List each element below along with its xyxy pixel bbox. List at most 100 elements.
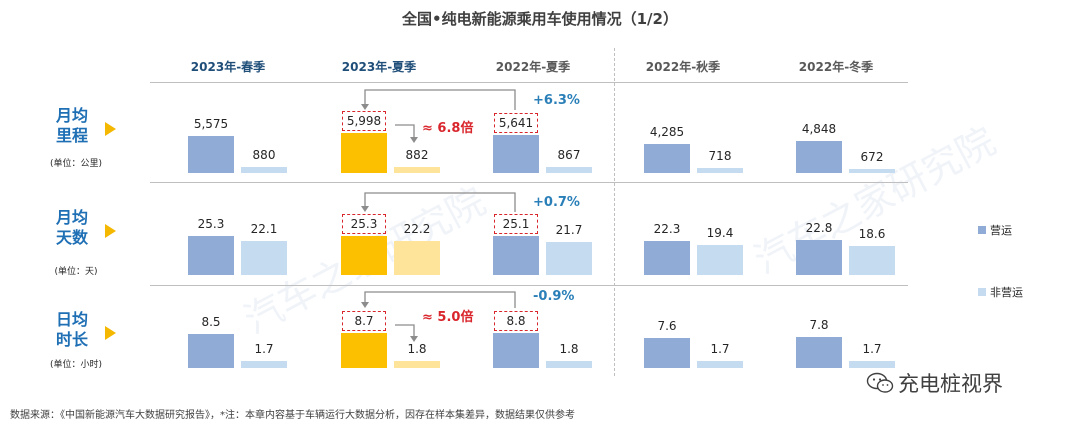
- data-label-mileage-operating-4: 4,848: [801, 122, 837, 136]
- data-label-hours-non-operating-1: 1.8: [407, 342, 427, 356]
- bar-mileage-non-operating-2: [546, 167, 592, 173]
- bar-hours-operating-1: [341, 333, 387, 368]
- bar-hours-non-operating-0: [241, 361, 287, 368]
- row-unit-hours: (单位：小时): [49, 360, 103, 370]
- data-label-mileage-operating-2: 5,641: [498, 116, 534, 130]
- arrowhead-days-yoy-icon: [361, 206, 369, 212]
- arrowhead-hours-yoy-icon: [361, 302, 369, 308]
- bar-mileage-operating-1: [341, 133, 387, 173]
- arrowhead-mileage-yoy-icon: [361, 104, 369, 110]
- data-label-days-operating-3: 22.3: [653, 222, 681, 236]
- data-label-hours-non-operating-2: 1.8: [559, 342, 579, 356]
- legend-item-non-operating: 非营运: [978, 284, 1023, 300]
- data-label-days-non-operating-2: 21.7: [555, 223, 583, 237]
- data-label-days-non-operating-0: 22.1: [250, 222, 278, 236]
- data-label-mileage-operating-0: 5,575: [193, 117, 229, 131]
- arrowhead-mileage-ratio-icon: [410, 137, 418, 143]
- legend-swatch-non-operating: [978, 288, 986, 296]
- bar-mileage-operating-4: [796, 141, 842, 173]
- highlight-box-days-2: [494, 214, 538, 234]
- arrow-days-yoy: [364, 192, 516, 212]
- bar-hours-operating-2: [493, 333, 539, 368]
- annotation-mileage-growth: +6.3%: [533, 93, 580, 108]
- annotation-mileage-ratio: ≈ 6.8倍: [422, 121, 474, 136]
- bar-days-operating-3: [644, 241, 690, 275]
- row-arrow-mileage-icon: [105, 122, 116, 136]
- row-label-days: 月均 天数: [50, 208, 94, 248]
- divider-2023-2022: [614, 48, 615, 376]
- bar-hours-operating-0: [188, 334, 234, 368]
- arrow-mileage-yoy: [364, 89, 516, 110]
- highlight-box-days-1: [342, 214, 386, 234]
- data-label-hours-operating-0: 8.5: [201, 315, 221, 329]
- bar-days-operating-1: [341, 236, 387, 275]
- data-label-hours-operating-3: 7.6: [657, 319, 677, 333]
- arrow-hours-ratio: [395, 324, 415, 337]
- bar-mileage-non-operating-0: [241, 167, 287, 173]
- row-label-hours: 日均 时长: [50, 310, 94, 350]
- data-label-hours-operating-4: 7.8: [809, 318, 829, 332]
- bar-hours-non-operating-4: [849, 361, 895, 368]
- brand-name: 充电桩视界: [898, 372, 1003, 396]
- arrowhead-hours-ratio-icon: [410, 336, 418, 342]
- legend-label-operating: 营运: [990, 224, 1012, 237]
- legend-swatch-operating: [978, 226, 986, 234]
- bar-days-non-operating-2: [546, 242, 592, 275]
- data-label-hours-operating-2: 8.8: [506, 314, 526, 328]
- bar-mileage-non-operating-4: [849, 169, 895, 173]
- annotation-hours-growth: -0.9%: [533, 289, 575, 304]
- divider-top: [150, 82, 908, 83]
- row-label-mileage-line2: 里程: [55, 126, 88, 145]
- chart-title: 全国•纯电新能源乘用车使用情况（1/2）: [402, 10, 678, 28]
- bar-days-non-operating-4: [849, 246, 895, 275]
- data-label-mileage-non-operating-4: 672: [860, 150, 884, 164]
- row-label-hours-line1: 日均: [55, 310, 88, 329]
- bar-hours-non-operating-2: [546, 361, 592, 368]
- data-label-days-operating-4: 22.8: [805, 221, 833, 235]
- bar-days-operating-0: [188, 236, 234, 275]
- bar-mileage-non-operating-1: [394, 167, 440, 173]
- row-unit-mileage: (单位：公里): [49, 159, 103, 169]
- data-label-hours-non-operating-3: 1.7: [710, 342, 730, 356]
- bar-mileage-operating-2: [493, 135, 539, 173]
- legend-item-operating: 营运: [978, 222, 1012, 238]
- divider-mileage-days: [150, 182, 908, 183]
- bar-mileage-operating-0: [188, 136, 234, 173]
- data-label-days-non-operating-3: 19.4: [706, 226, 734, 240]
- column-header-2022-autumn: 2022年-秋季: [645, 60, 721, 74]
- data-label-days-operating-0: 25.3: [197, 217, 225, 231]
- annotation-hours-ratio: ≈ 5.0倍: [422, 310, 474, 325]
- row-label-hours-line2: 时长: [55, 330, 88, 349]
- data-label-mileage-non-operating-0: 880: [252, 148, 276, 162]
- column-header-2023-summer: 2023年-夏季: [341, 60, 417, 74]
- data-label-hours-non-operating-0: 1.7: [254, 342, 274, 356]
- annotation-days-growth: +0.7%: [533, 195, 580, 210]
- bar-days-operating-4: [796, 240, 842, 275]
- data-label-mileage-operating-3: 4,285: [649, 125, 685, 139]
- row-label-mileage: 月均 里程: [50, 106, 94, 146]
- bar-days-non-operating-3: [697, 245, 743, 275]
- source-footnote: 数据来源：《中国新能源汽车大数据研究报告》，*注：本章内容基于车辆运行大数据分析…: [10, 410, 575, 421]
- bar-mileage-operating-3: [644, 144, 690, 173]
- data-label-hours-non-operating-4: 1.7: [862, 342, 882, 356]
- data-label-mileage-operating-1: 5,998: [346, 114, 382, 128]
- data-label-days-non-operating-1: 22.2: [403, 222, 431, 236]
- data-label-mileage-non-operating-2: 867: [557, 148, 581, 162]
- divider-days-hours: [150, 285, 908, 286]
- legend-label-non-operating: 非营运: [990, 286, 1023, 299]
- data-label-hours-operating-1: 8.7: [354, 314, 374, 328]
- arrow-mileage-ratio: [395, 124, 415, 138]
- bar-hours-operating-4: [796, 337, 842, 368]
- column-header-2022-winter: 2022年-冬季: [798, 60, 874, 74]
- bar-days-non-operating-1: [394, 241, 440, 275]
- highlight-box-hours-1: [342, 311, 386, 331]
- row-arrow-hours-icon: [105, 326, 116, 340]
- row-label-days-line2: 天数: [55, 228, 88, 247]
- data-label-days-operating-2: 25.1: [502, 217, 530, 231]
- column-header-2022-summer: 2022年-夏季: [495, 60, 571, 74]
- data-label-mileage-non-operating-1: 882: [405, 148, 429, 162]
- brand-badge: 充电桩视界: [866, 368, 1003, 398]
- data-label-mileage-non-operating-3: 718: [708, 149, 732, 163]
